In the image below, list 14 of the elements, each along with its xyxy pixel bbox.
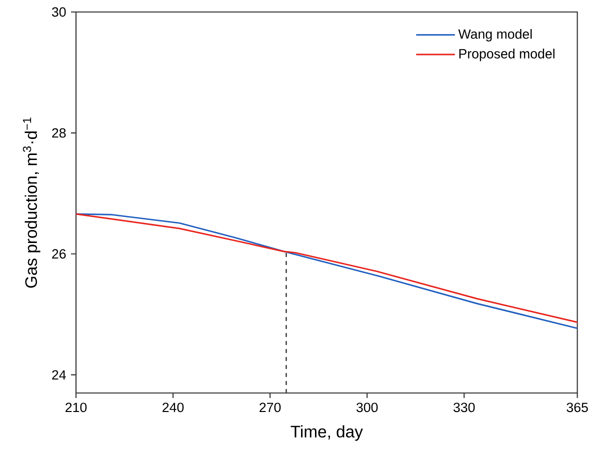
x-tick-label: 270 xyxy=(260,402,281,412)
x-tick-label: 210 xyxy=(66,402,87,412)
y-tick-label: 26 xyxy=(52,249,66,259)
y-axis-title: Gas production, m$^{3}$·d$^{−1}$ xyxy=(22,118,40,288)
x-tick-label: 330 xyxy=(454,402,475,412)
y-tick-label: 24 xyxy=(52,370,66,380)
x-tick-label: 300 xyxy=(356,402,378,412)
legend-label: Wang model xyxy=(458,29,532,42)
y-tick-label: 30 xyxy=(52,7,66,17)
x-tick-label: 365 xyxy=(566,402,588,412)
x-axis-title: Time, day xyxy=(290,425,363,441)
x-tick-label: 240 xyxy=(162,402,184,412)
legend-label: Proposed model xyxy=(459,48,554,62)
y-tick-label: 28 xyxy=(52,128,66,138)
